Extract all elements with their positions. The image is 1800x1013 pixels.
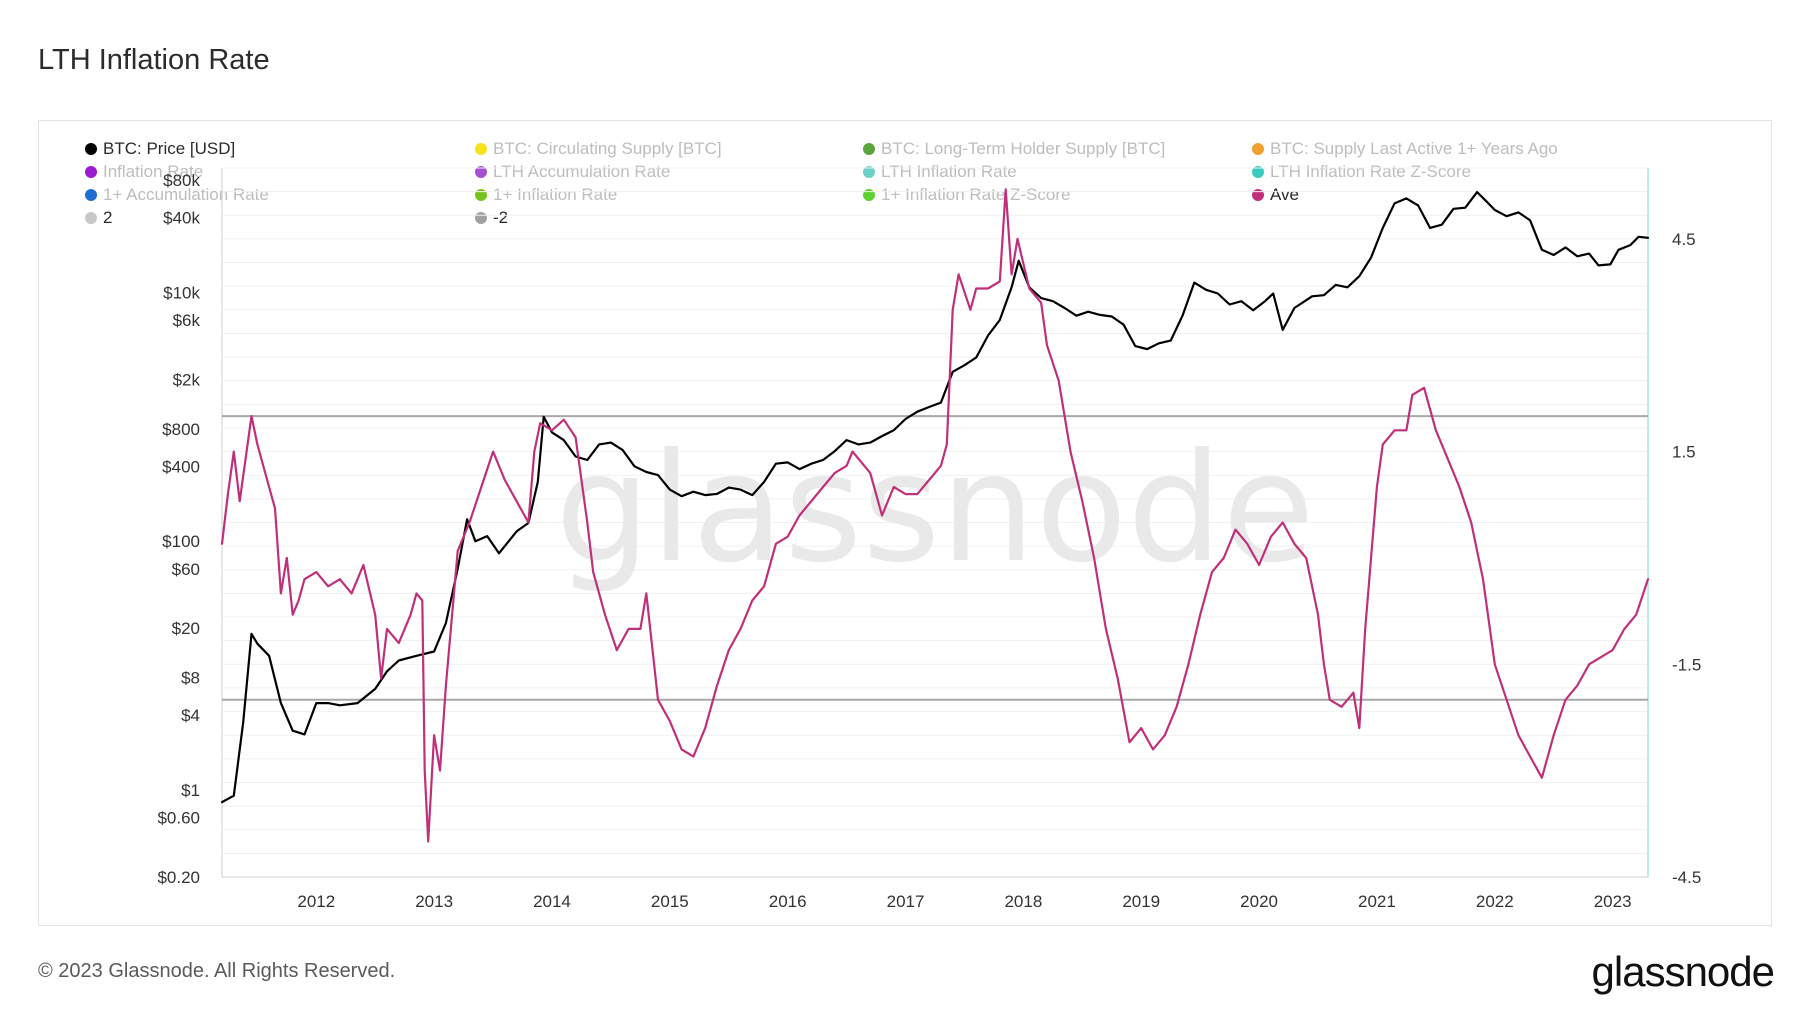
legend-item[interactable]: 2: [85, 208, 112, 228]
legend-item[interactable]: BTC: Circulating Supply [BTC]: [475, 139, 722, 159]
y-left-tick-label: $2k: [173, 370, 201, 389]
y-left-tick-label: $0.60: [157, 809, 200, 828]
legend-label: Inflation Rate: [103, 162, 204, 181]
y-left-tick-label: $8: [181, 669, 200, 688]
footer-copyright: © 2023 Glassnode. All Rights Reserved.: [38, 960, 396, 982]
glassnode-logo: glassnode: [1591, 948, 1775, 995]
x-tick-label: 2022: [1476, 892, 1514, 911]
y-left-tick-label: $10k: [163, 283, 200, 302]
legend-dot-icon: [863, 143, 875, 155]
x-tick-label: 2017: [887, 892, 925, 911]
y-left-tick-label: $4: [181, 706, 200, 725]
x-tick-label: 2021: [1358, 892, 1396, 911]
legend-item[interactable]: Inflation Rate: [85, 162, 203, 182]
y-right-tick-label: 1.5: [1672, 443, 1696, 462]
legend-dot-icon: [475, 166, 487, 178]
series-line-ave: [220, 188, 1650, 843]
y-left-tick-label: $40k: [163, 209, 200, 228]
x-tick-label: 2020: [1240, 892, 1278, 911]
legend-label: BTC: Circulating Supply [BTC]: [493, 139, 722, 158]
legend-label: LTH Accumulation Rate: [493, 162, 671, 181]
page-title: LTH Inflation Rate: [38, 44, 270, 76]
x-tick-label: 2014: [533, 892, 571, 911]
legend-label: 1+ Accumulation Rate: [103, 185, 269, 204]
legend-item[interactable]: BTC: Long-Term Holder Supply [BTC]: [863, 139, 1165, 159]
x-tick-label: 2016: [769, 892, 807, 911]
legend-item[interactable]: LTH Accumulation Rate: [475, 162, 670, 182]
y-left-tick-label: $60: [172, 560, 200, 579]
legend-label: 1+ Inflation Rate: [493, 185, 618, 204]
legend-label: Ave: [1270, 185, 1299, 204]
legend-label: BTC: Price [USD]: [103, 139, 236, 158]
y-left-tick-label: $100: [162, 532, 200, 551]
y-right-tick-label: -1.5: [1672, 655, 1701, 674]
y-left-tick-label: $400: [162, 457, 200, 476]
y-left-tick-label: $6k: [173, 311, 201, 330]
legend-item[interactable]: BTC: Supply Last Active 1+ Years Ago: [1252, 139, 1558, 159]
legend-label: LTH Inflation Rate: [881, 162, 1017, 181]
x-tick-label: 2023: [1594, 892, 1632, 911]
legend-dot-icon: [1252, 166, 1264, 178]
x-tick-label: 2013: [415, 892, 453, 911]
legend-dot-icon: [475, 143, 487, 155]
x-tick-label: 2015: [651, 892, 689, 911]
y-left-tick-label: $20: [172, 619, 200, 638]
legend-dot-icon: [85, 166, 97, 178]
y-right-tick-label: -4.5: [1672, 868, 1701, 887]
legend-label: 2: [103, 208, 113, 227]
watermark: glassnode: [555, 422, 1314, 596]
chart-frame: BTC: Price [USD] BTC: Circulating Supply …: [38, 120, 1772, 926]
legend-label: BTC: Long-Term Holder Supply [BTC]: [881, 139, 1166, 158]
series-line-btc-price-usd-: [220, 191, 1650, 804]
legend-label: BTC: Supply Last Active 1+ Years Ago: [1270, 139, 1558, 158]
legend-label: 1+ Inflation Rate Z-Score: [881, 185, 1071, 204]
legend-label: -2: [493, 208, 509, 227]
legend-item[interactable]: BTC: Price [USD]: [85, 139, 235, 159]
legend-dot-icon: [863, 166, 875, 178]
legend-dot-icon: [85, 143, 97, 155]
legend-item[interactable]: LTH Inflation Rate: [863, 162, 1017, 182]
legend-dot-icon: [1252, 143, 1264, 155]
x-tick-label: 2019: [1122, 892, 1160, 911]
x-tick-label: 2018: [1004, 892, 1042, 911]
legend-dot-icon: [85, 189, 97, 201]
legend-dot-icon: [85, 212, 97, 224]
legend-item[interactable]: 1+ Accumulation Rate: [85, 185, 269, 205]
legend-item[interactable]: LTH Inflation Rate Z-Score: [1252, 162, 1471, 182]
y-right-tick-label: 4.5: [1672, 230, 1696, 249]
y-left-tick-label: $1: [181, 781, 200, 800]
y-left-tick-label: $800: [162, 420, 200, 439]
x-tick-label: 2012: [297, 892, 335, 911]
y-left-tick-label: $0.20: [157, 868, 200, 887]
legend-label: LTH Inflation Rate Z-Score: [1270, 162, 1471, 181]
y-left-tick-label: $80k: [163, 171, 200, 190]
